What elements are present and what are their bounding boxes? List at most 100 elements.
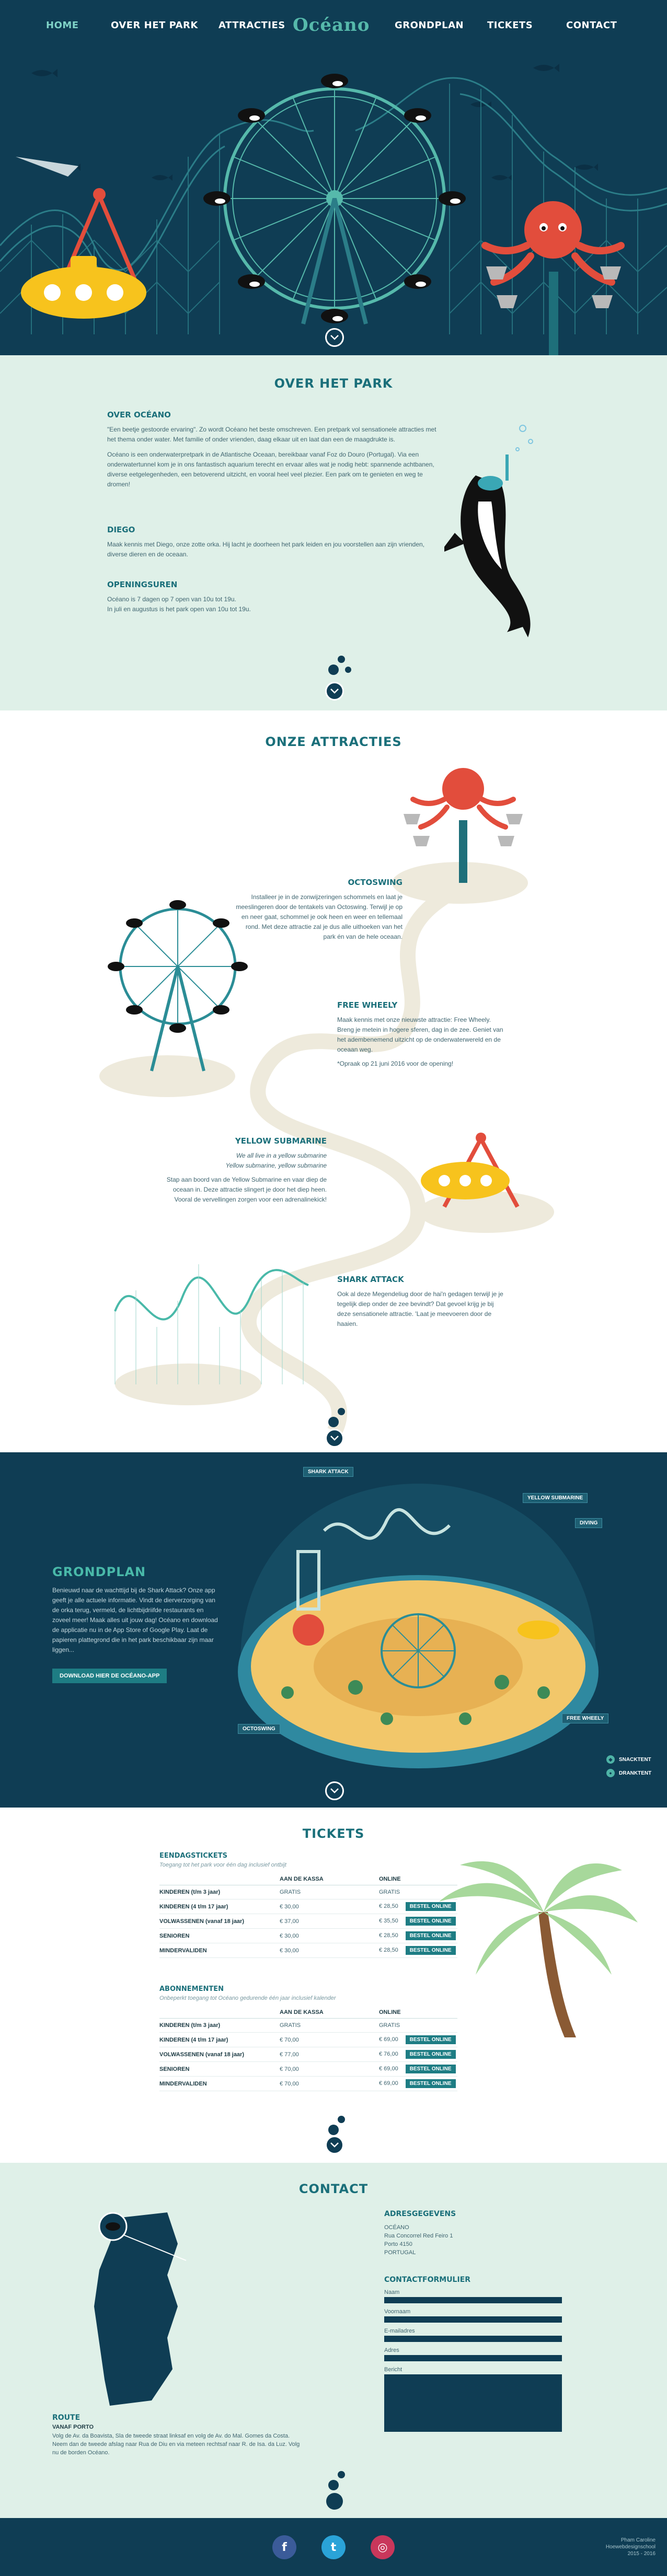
form-heading: CONTACTFORMULIER — [384, 2276, 471, 2284]
address-block: OCÉANO Rua Concorrel Red Feiro 1 Porto 4… — [384, 2223, 562, 2257]
attraction-yellow-submarine: YELLOW SUBMARINE We all live in a yellow… — [159, 1136, 327, 1205]
nav-attractions-link[interactable]: ATTRACTIES — [218, 20, 285, 31]
facebook-icon[interactable]: f — [272, 2535, 296, 2559]
price-kassa: € 30,00 — [280, 1899, 379, 1914]
order-online-button[interactable]: BESTEL ONLINE — [405, 2035, 456, 2044]
attraction-quote: Yellow submarine, yellow submarine — [225, 1162, 327, 1169]
about-paragraph: Océano is 7 dagen op 7 open van 10u tot … — [107, 596, 236, 603]
map-tag-octoswing[interactable]: OCTOSWING — [238, 1724, 280, 1734]
decor-bubble — [328, 2480, 339, 2490]
download-app-button[interactable]: DOWNLOAD HIER DE OCÉANO-APP — [52, 1669, 167, 1683]
chevron-down-icon — [330, 689, 339, 694]
price-online: € 69,00 — [379, 2080, 398, 2087]
main-navigation: HOME OVER HET PARK ATTRACTIES Océano GRO… — [0, 0, 667, 57]
order-online-button[interactable]: BESTEL ONLINE — [405, 1931, 456, 1940]
price-online: € 28,50 — [379, 1903, 398, 1909]
attraction-note: *Opraak op 21 juni 2016 voor de opening! — [337, 1060, 454, 1067]
nav-tickets-link[interactable]: TICKETS — [487, 20, 533, 31]
table-header-row: AAN DE KASSA ONLINE — [159, 2007, 457, 2019]
nav-contact-link[interactable]: CONTACT — [566, 20, 617, 31]
name-field[interactable] — [384, 2297, 562, 2303]
email-field[interactable] — [384, 2336, 562, 2342]
decor-bubble — [338, 656, 345, 663]
about-title: OVER HET PARK — [274, 376, 393, 391]
legend-snacktent: ◆ SNACKTENT — [606, 1755, 651, 1764]
route-heading: ROUTE — [52, 2414, 80, 2422]
scroll-down-button[interactable] — [325, 1781, 344, 1800]
subscription-caption: Onbeperkt toegang tot Océano gedurende é… — [159, 1995, 336, 2001]
twitter-icon[interactable]: t — [321, 2535, 346, 2559]
map-title: GRONDPLAN — [52, 1565, 146, 1579]
attractions-title: ONZE ATTRACTIES — [265, 735, 402, 749]
route-block: ROUTE VANAF PORTO Volg de Av. da Boavist… — [52, 2414, 303, 2457]
ticket-category: SENIOREN — [159, 1928, 280, 1943]
address-heading: ADRESGEGEVENS — [384, 2210, 456, 2218]
about-block-hours: OPENINGSUREN Océano is 7 dagen op 7 open… — [107, 580, 442, 614]
price-online: GRATIS — [379, 2022, 400, 2029]
credit-line: Pham Caroline — [620, 2537, 656, 2543]
table-row: KINDEREN (4 t/m 17 jaar) € 70,00 € 69,00 BE… — [159, 2032, 457, 2047]
table-row: MINDERVALIDEN € 30,00 € 28,50 BESTEL ONLINE — [159, 1943, 457, 1958]
portugal-map-illustration — [94, 2212, 178, 2406]
instagram-icon[interactable]: ◎ — [371, 2535, 395, 2559]
map-description: Benieuwd naar de wachttijd bij de Shark … — [52, 1587, 218, 1653]
price-online: € 28,50 — [379, 1932, 398, 1939]
about-paragraph: Océano is een onderwaterpretpark in de A… — [107, 451, 434, 488]
order-online-button[interactable]: BESTEL ONLINE — [405, 2079, 456, 2088]
scroll-down-button[interactable] — [325, 2136, 344, 2154]
nav-about-link[interactable]: OVER HET PARK — [111, 20, 198, 31]
ticket-category: VOLWASSENEN (vanaf 18 jaar) — [159, 2047, 280, 2062]
price-kassa: € 37,00 — [280, 1914, 379, 1929]
scroll-down-button[interactable] — [325, 328, 344, 347]
column-header: AAN DE KASSA — [280, 1873, 379, 1885]
footer: f t ◎ Pham Caroline Hoewebdesignschool 2… — [0, 2518, 667, 2576]
route-text: Volg de Av. da Boavista, Sla de tweede s… — [52, 2433, 300, 2456]
price-online: € 69,00 — [379, 2066, 398, 2072]
ticket-category: MINDERVALIDEN — [159, 2076, 280, 2091]
map-section: GRONDPLAN Benieuwd naar de wachttijd bij… — [0, 1452, 667, 1808]
about-block-oceano: OVER OCÉANO "Een beetje gestoorde ervari… — [107, 410, 442, 489]
order-online-button[interactable]: BESTEL ONLINE — [405, 2065, 456, 2073]
scroll-down-button[interactable] — [325, 682, 344, 701]
day-tickets-heading: EENDAGSTICKETS — [159, 1852, 227, 1860]
order-online-button[interactable]: BESTEL ONLINE — [405, 1917, 456, 1926]
oceano-logo[interactable]: Océano — [293, 15, 370, 36]
snack-icon: ◆ — [606, 1755, 615, 1764]
ticket-category: KINDEREN (4 t/m 17 jaar) — [159, 2032, 280, 2047]
attraction-free-wheely: FREE WHEELY Maak kennis met onze nieuwst… — [337, 1000, 504, 1069]
attraction-name: FREE WHEELY — [337, 1000, 398, 1010]
message-field[interactable] — [384, 2374, 562, 2432]
day-tickets-caption: Toegang tot het park voor één dag inclus… — [159, 1862, 286, 1868]
map-tag-free-wheely[interactable]: FREE WHEELY — [562, 1714, 609, 1723]
attraction-description: Installeer je in de zonwijzeringen schom… — [236, 893, 402, 940]
price-online: € 35,50 — [379, 1918, 398, 1924]
credits: Pham Caroline Hoewebdesignschool 2015 - … — [606, 2537, 656, 2557]
order-online-button[interactable]: BESTEL ONLINE — [405, 1946, 456, 1955]
price-kassa: € 70,00 — [280, 2032, 379, 2047]
chevron-down-icon — [330, 1788, 339, 1793]
nav-map-link[interactable]: GRONDPLAN — [395, 20, 464, 31]
map-tag-yellow-submarine[interactable]: YELLOW SUBMARINE — [523, 1493, 588, 1503]
attraction-quote: We all live in a yellow submarine — [236, 1152, 327, 1159]
address-field[interactable] — [384, 2355, 562, 2361]
order-online-button[interactable]: BESTEL ONLINE — [405, 1902, 456, 1911]
subscription-block: ABONNEMENTEN Onbeperkt toegang tot Océan… — [159, 1985, 473, 2091]
map-tag-diving[interactable]: DIVING — [575, 1518, 603, 1528]
price-online: GRATIS — [379, 1889, 400, 1895]
scroll-down-button[interactable] — [325, 1429, 344, 1448]
attraction-octoswing: OCTOSWING Installeer je in de zonwijzeri… — [235, 878, 402, 942]
message-label: Bericht — [384, 2367, 402, 2373]
map-legend: ◆ SNACKTENT ● DRANKTENT — [606, 1755, 651, 1782]
map-tag-shark-attack[interactable]: SHARK ATTACK — [303, 1467, 353, 1477]
order-online-button[interactable]: BESTEL ONLINE — [405, 2050, 456, 2059]
column-header: AAN DE KASSA — [280, 2007, 379, 2019]
decor-bubble — [345, 667, 351, 673]
nav-home-link[interactable]: HOME — [46, 20, 79, 31]
ticket-category: VOLWASSENEN (vanaf 18 jaar) — [159, 1914, 280, 1929]
about-heading-diego: DIEGO — [107, 525, 135, 534]
firstname-label: Voornaam — [384, 2309, 411, 2315]
contact-section: CONTACT ROUTE VANAF PORTO Volg de Av. da… — [0, 2163, 667, 2518]
firstname-field[interactable] — [384, 2316, 562, 2323]
address-line: OCÉANO — [384, 2224, 409, 2231]
credit-line: Hoewebdesignschool — [605, 2544, 656, 2550]
